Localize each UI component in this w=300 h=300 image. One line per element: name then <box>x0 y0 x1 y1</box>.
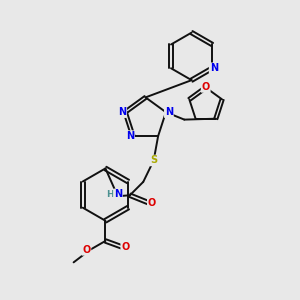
Text: O: O <box>202 82 210 92</box>
Text: N: N <box>126 131 134 141</box>
Text: O: O <box>121 242 130 252</box>
Text: N: N <box>165 107 173 117</box>
Text: H: H <box>106 190 114 199</box>
Text: S: S <box>150 155 157 166</box>
Text: N: N <box>210 63 218 73</box>
Text: O: O <box>148 198 156 208</box>
Text: O: O <box>82 245 91 255</box>
Text: N: N <box>114 189 122 200</box>
Text: N: N <box>118 107 126 117</box>
